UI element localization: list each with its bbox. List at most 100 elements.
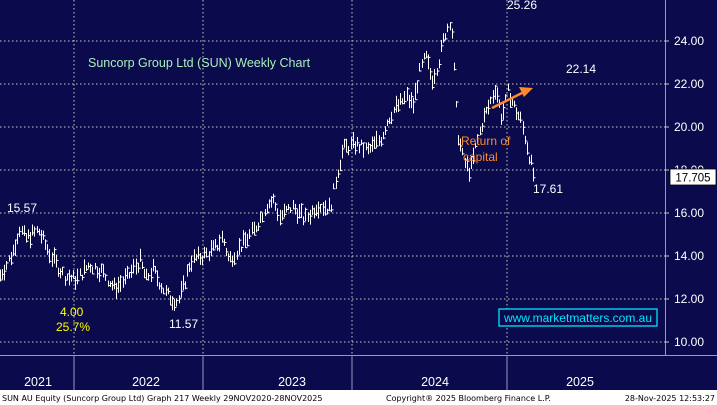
price-bar [495, 85, 498, 100]
price-bar [531, 154, 534, 166]
footer-bar [0, 390, 717, 405]
price-bar [92, 266, 95, 275]
x-tick-label: 2021 [24, 375, 52, 389]
price-bar [462, 147, 465, 156]
price-bar [191, 255, 194, 272]
x-tick-label: 2022 [132, 375, 160, 389]
price-bar [452, 28, 455, 39]
price-bar [4, 264, 7, 281]
price-bar [301, 203, 304, 219]
y-tick-label: 22.00 [674, 77, 704, 91]
price-bar [514, 100, 517, 108]
price-bar [138, 263, 141, 273]
price-bar [157, 270, 160, 287]
price-bar [56, 254, 59, 268]
price-bar [432, 75, 435, 90]
price-bar [430, 68, 433, 80]
y-tick-label: 14.00 [674, 249, 704, 263]
price-bar [413, 97, 416, 114]
price-bar [417, 80, 420, 94]
price-bar [415, 82, 418, 101]
price-bar [99, 267, 102, 283]
y-tick-label: 24.00 [674, 34, 704, 48]
price-bar [103, 264, 106, 278]
price-bar [26, 233, 29, 243]
price-bar [505, 94, 508, 100]
price-bar [381, 137, 384, 147]
price-bar [424, 53, 427, 60]
last-price-tag-box [669, 168, 717, 186]
plot-background [0, 0, 665, 363]
price-bar [342, 144, 345, 159]
price-bar [161, 283, 164, 294]
price-bar [282, 210, 285, 221]
price-bar [6, 260, 9, 270]
price-bar [411, 92, 414, 109]
price-bar [273, 193, 276, 204]
last-price-tag: 17.705 [675, 173, 710, 185]
price-bar [234, 252, 237, 266]
price-bar [226, 247, 229, 257]
price-bar [49, 249, 52, 264]
price-bar [454, 62, 457, 71]
price-bar [258, 222, 261, 231]
price-bar [179, 295, 182, 304]
return-arrow-icon [491, 87, 533, 110]
price-bar [262, 212, 265, 223]
source-link[interactable]: www.marketmatters.com.au [503, 311, 652, 325]
x-axis-ticks: 2021 2022 2023 2024 2025 [24, 356, 594, 390]
price-bar [407, 87, 410, 101]
price-bar [488, 99, 491, 115]
price-bar [338, 169, 341, 179]
price-bar [267, 203, 270, 214]
price-bar [450, 22, 453, 31]
price-bar [391, 111, 394, 125]
price-bar [383, 131, 386, 140]
annotation-low-2022: 11.57 [169, 317, 198, 331]
annotation-low-2025: 17.61 [533, 182, 563, 196]
price-bar [176, 298, 179, 307]
price-bar [336, 176, 339, 189]
price-bar [213, 240, 216, 251]
price-bar [105, 274, 108, 281]
x-tick-label: 2024 [421, 375, 449, 389]
price-bar [510, 93, 513, 108]
price-bar [501, 113, 504, 125]
price-bar [473, 147, 476, 165]
price-bar [172, 296, 175, 311]
price-bar [174, 299, 177, 311]
price-bar [467, 156, 470, 172]
x-tick-label: 2023 [278, 375, 306, 389]
price-bar [310, 209, 313, 225]
price-bar [497, 87, 500, 103]
price-bar [54, 247, 57, 264]
price-bar [120, 275, 123, 292]
price-bar [245, 231, 248, 249]
source-box [498, 308, 658, 327]
price-bar [84, 259, 87, 275]
y-tick-label: 10.00 [674, 335, 704, 349]
price-bar [357, 137, 360, 147]
price-bar [82, 274, 85, 281]
price-bar [439, 59, 442, 69]
price-bar [428, 54, 431, 70]
annotation-return-line1: Return of [461, 134, 511, 148]
price-bar [0, 269, 3, 282]
price-bar [475, 142, 478, 149]
footer-left: SUN AU Equity (Suncorp Group Ltd) Graph … [2, 394, 322, 403]
horizontal-gridlines [0, 40, 665, 343]
price-bar [447, 23, 450, 33]
price-bar [527, 142, 530, 155]
price-bar [127, 265, 130, 279]
price-bar [331, 204, 334, 213]
y-tick-label: 20.00 [674, 120, 704, 134]
price-bar [95, 262, 98, 270]
price-bar [422, 59, 425, 68]
price-bar [237, 250, 240, 260]
price-bar [181, 280, 184, 298]
annotation-high-2025: 22.14 [566, 62, 596, 76]
footer-center: Copyright® 2025 Bloomberg Finance L.P. [386, 394, 551, 403]
price-bar [398, 99, 401, 112]
